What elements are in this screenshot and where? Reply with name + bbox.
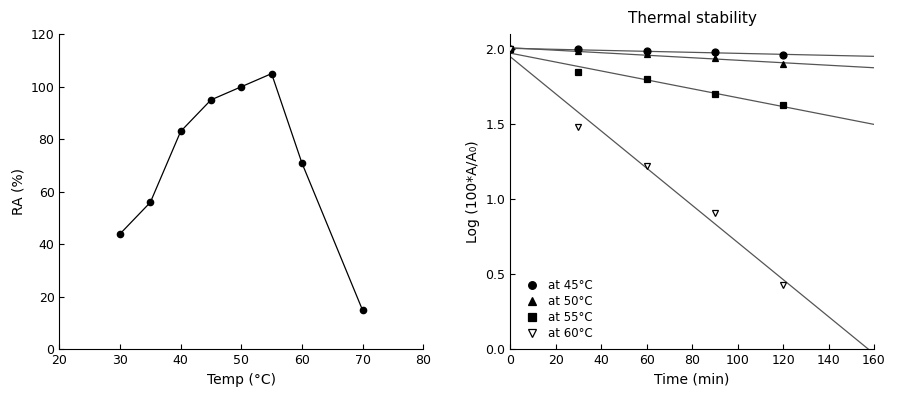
- Y-axis label: Log (100*A/A₀): Log (100*A/A₀): [466, 140, 480, 243]
- X-axis label: Time (min): Time (min): [655, 373, 730, 387]
- Legend: at 45°C, at 50°C, at 55°C, at 60°C: at 45°C, at 50°C, at 55°C, at 60°C: [516, 276, 597, 343]
- Title: Thermal stability: Thermal stability: [628, 11, 756, 26]
- X-axis label: Temp (°C): Temp (°C): [207, 373, 275, 387]
- Y-axis label: RA (%): RA (%): [11, 168, 25, 215]
